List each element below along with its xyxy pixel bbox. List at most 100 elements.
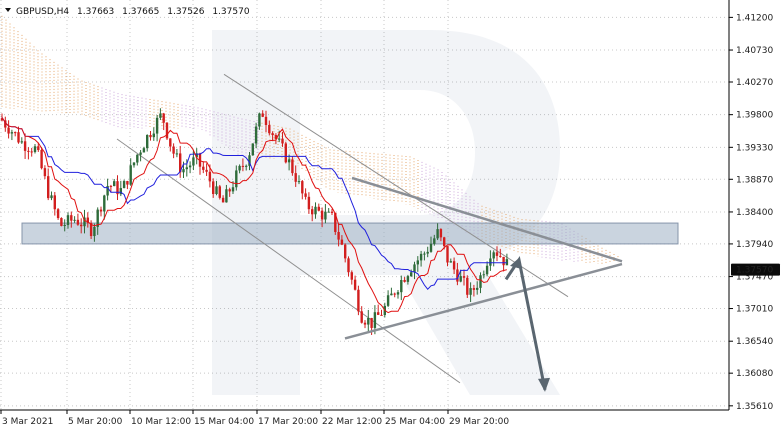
ohlc-low: 1.37526 [167, 7, 204, 17]
candle-body [287, 159, 291, 163]
candle-body [344, 244, 347, 259]
candle-body [179, 153, 182, 173]
candle-body [159, 113, 162, 118]
current-price-value: 1.37570 [736, 266, 773, 276]
candle-body [416, 260, 419, 265]
candle-body [182, 169, 185, 173]
candle-body [400, 279, 403, 293]
candle-body [396, 292, 400, 295]
descending-channel [116, 73, 569, 384]
candle-body [439, 229, 443, 238]
chart-header: GBPUSD,H4 1.37663 1.37665 1.37526 1.3757… [5, 7, 250, 17]
ohlc-high: 1.37665 [122, 7, 159, 17]
candle-body [410, 272, 413, 277]
candle-body [10, 132, 14, 134]
candle-body [353, 279, 357, 290]
candle-body [278, 138, 281, 140]
candle-body [198, 153, 202, 167]
candle-body [390, 293, 393, 296]
candle-body [489, 258, 492, 266]
candle-body [426, 251, 429, 254]
candle-body [334, 212, 337, 232]
candle-body [139, 152, 142, 155]
y-tick-label: 1.40730 [736, 46, 773, 56]
y-tick-label: 1.37010 [736, 305, 773, 315]
candle-body [433, 238, 436, 244]
candle-body [136, 154, 139, 163]
x-tick-label: 3 Mar 2021 [2, 417, 53, 427]
candle-body [363, 322, 367, 325]
candle-body [172, 146, 175, 154]
candle-body [373, 312, 377, 328]
candle-body [192, 157, 195, 166]
candle-body [165, 122, 169, 139]
y-tick-label: 1.38400 [736, 208, 773, 218]
candle-body [162, 113, 165, 123]
x-tick-label: 10 Mar 12:00 [131, 417, 191, 427]
candle-body [14, 132, 17, 134]
dropdown-triangle-icon[interactable] [5, 8, 11, 12]
candle-body [258, 113, 261, 127]
candle-body [469, 288, 472, 295]
candle-body [40, 149, 43, 169]
candle-body [116, 181, 119, 195]
candle-body [449, 261, 452, 263]
candle-body [43, 168, 47, 177]
triangle-upper-line [351, 176, 623, 263]
candle-body [327, 211, 330, 213]
y-tick-label: 1.35610 [736, 402, 773, 412]
candle-body [20, 141, 23, 143]
candle-body [245, 165, 248, 167]
candle-body [53, 195, 56, 210]
candle-body [60, 218, 63, 226]
candle-body [33, 146, 37, 153]
triangle-pattern [344, 176, 623, 340]
candle-body [459, 276, 462, 282]
candle-body [152, 133, 155, 138]
candle-body [70, 215, 73, 221]
candle-body [452, 261, 456, 270]
y-tick-label: 1.36540 [736, 337, 773, 347]
candle-body [462, 276, 466, 278]
candle-body [221, 197, 225, 203]
candle-body [367, 317, 370, 325]
candle-body [268, 124, 271, 134]
candle-body [86, 217, 89, 223]
candle-body [340, 239, 344, 245]
candle-body [93, 226, 96, 237]
candle-body [505, 259, 509, 266]
candle-body [492, 252, 495, 259]
candle-body [284, 143, 287, 163]
candle-body [238, 165, 241, 171]
candle-body [499, 255, 502, 257]
candle-body [386, 295, 390, 306]
watermark-logo [212, 30, 560, 395]
candle-body [235, 170, 238, 188]
candle-body [472, 288, 476, 290]
candle-body [23, 141, 27, 151]
candle-body [169, 138, 172, 147]
y-tick-label: 1.40270 [736, 78, 773, 88]
candle-body [155, 117, 159, 134]
candle-body [443, 237, 446, 247]
candle-body [208, 171, 212, 182]
candle-body [83, 217, 86, 227]
candle-body [231, 187, 235, 192]
candle-body [413, 264, 416, 273]
candle-body [149, 135, 152, 138]
candle-body [185, 167, 188, 170]
candle-body [357, 289, 360, 312]
candle-body [248, 155, 251, 166]
candle-body [297, 181, 301, 183]
x-axis-ticks: 3 Mar 2021 5 Mar 20:00 10 Mar 12:00 15 Mar … [0, 410, 509, 427]
candle-body [406, 276, 410, 282]
symbol-label: GBPUSD,H4 [16, 7, 69, 17]
candle-body [47, 176, 50, 199]
svg-text:GBPUSD,H4 1.37663: GBPUSD,H4 1.37663 1.37665 1.37526 1.3757… [16, 7, 250, 17]
candle-body [129, 165, 132, 185]
candle-body [251, 143, 254, 156]
candle-body [132, 162, 136, 166]
arrow-head-down [538, 377, 550, 392]
candle-body [502, 256, 505, 266]
